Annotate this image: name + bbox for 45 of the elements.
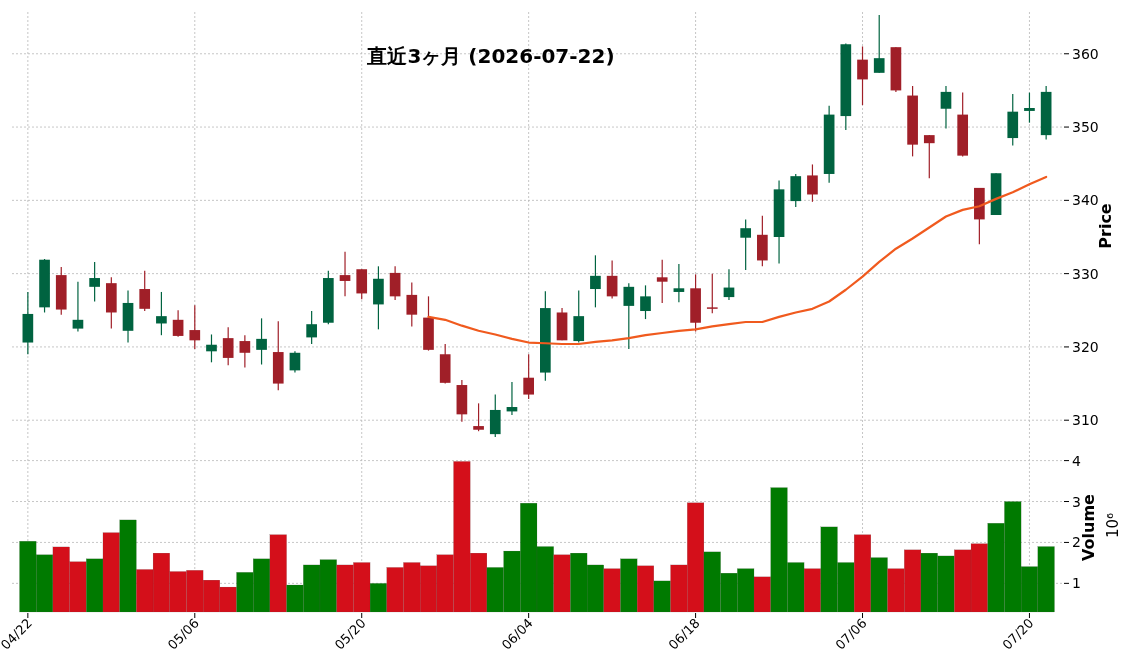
- y-tick-label: 340: [1072, 192, 1099, 209]
- candlestick: [656, 259, 668, 304]
- candlestick: [256, 317, 267, 366]
- candlestick: [623, 282, 635, 350]
- candlestick: [590, 254, 601, 308]
- candlestick: [923, 134, 935, 179]
- y-tick-label: 330: [1072, 265, 1099, 282]
- candlestick: [339, 251, 351, 297]
- y-tick-label: 2: [1072, 534, 1081, 551]
- candlestick: [222, 326, 234, 366]
- y-tick-label: 4: [1072, 452, 1081, 469]
- candlestick: [1024, 92, 1035, 124]
- candlestick: [857, 45, 868, 106]
- candlestick: [873, 14, 885, 74]
- candlestick: [406, 281, 418, 327]
- candlestick: [640, 284, 651, 320]
- candlestick: [189, 304, 201, 350]
- y-tick-label: 320: [1072, 338, 1099, 355]
- title: 直近3ヶ月 (2026-07-22): [367, 44, 615, 68]
- candlestick: [523, 353, 534, 400]
- candlestick: [306, 310, 317, 345]
- candlestick: [389, 265, 401, 301]
- text: 10⁶: [1104, 512, 1122, 539]
- candlestick: [740, 218, 752, 271]
- candlestick: [206, 333, 217, 363]
- y-axis-title: Price: [1096, 203, 1115, 249]
- candlestick: [156, 291, 167, 336]
- candlestick: [89, 261, 100, 303]
- candlestick: [706, 273, 718, 314]
- candlestick: [239, 334, 251, 369]
- candlestick: [72, 281, 84, 333]
- candlestick: [289, 350, 301, 374]
- y-axis-title: Volume: [1079, 493, 1098, 561]
- y-tick-label: 3: [1072, 493, 1081, 510]
- y-tick-label: 1: [1072, 575, 1081, 592]
- candlestick: [673, 263, 685, 303]
- y-tick-label: 310: [1072, 412, 1099, 429]
- candlestick: [940, 85, 952, 130]
- candlestick: [606, 259, 618, 300]
- candlestick: [807, 163, 818, 203]
- candlestick: [139, 270, 151, 312]
- y-tick-label: 350: [1072, 119, 1099, 136]
- candlestick: [473, 402, 484, 432]
- y-tick-label: 360: [1072, 45, 1099, 62]
- candlestick: [172, 309, 184, 338]
